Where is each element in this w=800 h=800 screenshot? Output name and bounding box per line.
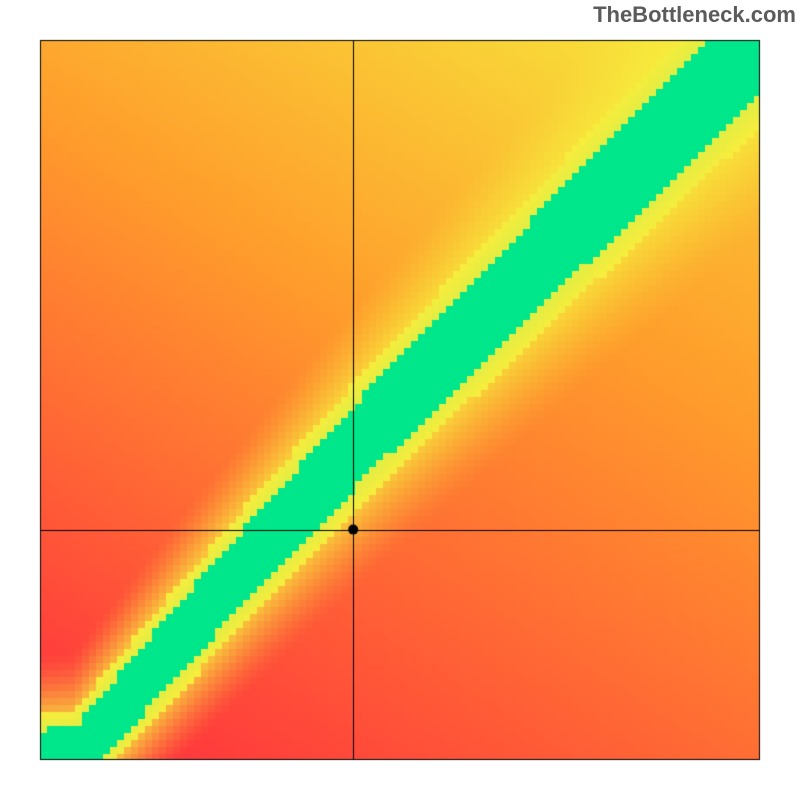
chart-container: { "attribution": "TheBottleneck.com", "c… xyxy=(0,0,800,800)
bottleneck-heatmap xyxy=(0,0,800,800)
attribution-label: TheBottleneck.com xyxy=(593,2,796,28)
